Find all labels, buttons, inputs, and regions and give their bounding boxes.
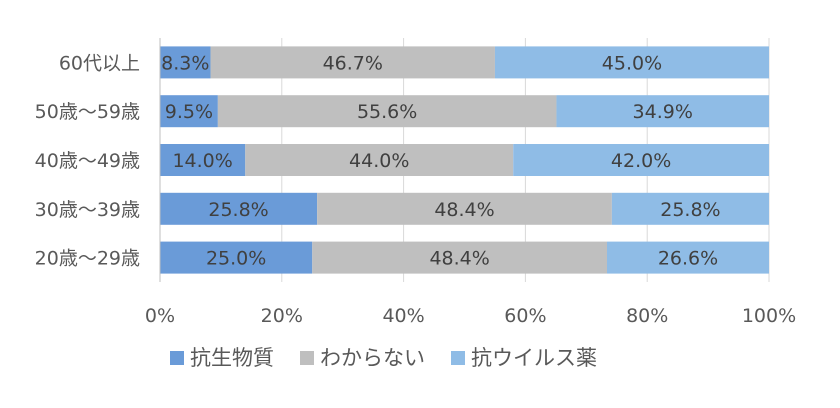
data-label: 25.0% (206, 248, 266, 270)
data-label: 14.0% (172, 150, 232, 172)
data-label: 26.6% (658, 248, 718, 270)
bar-segment (160, 241, 313, 274)
data-label: 42.0% (611, 150, 671, 172)
x-tick-label: 20% (261, 305, 303, 327)
x-tick-label: 80% (626, 305, 668, 327)
legend-item[interactable]: 抗生物質 (170, 346, 274, 370)
data-label: 45.0% (602, 52, 662, 74)
legend-swatch (170, 351, 184, 365)
bar-row: 14.0% 44.0% 42.0% (160, 144, 769, 176)
category-labels: 60代以上 50歳〜59歳 40歳〜49歳 30歳〜39歳 20歳〜29歳 (35, 52, 140, 269)
category-label: 60代以上 (59, 52, 140, 74)
data-label: 48.4% (434, 199, 494, 221)
x-tick-label: 60% (504, 305, 546, 327)
bars: 8.3% 46.7% 45.0% 9.5% 55.6% 34.9% 14.0% 44.0% 42… (160, 46, 769, 274)
bar-segment (245, 144, 514, 176)
data-label: 34.9% (633, 101, 693, 123)
legend[interactable]: 抗生物質 わからない 抗ウイルス薬 (170, 346, 597, 370)
data-label: 25.8% (660, 199, 720, 221)
bar-segment (160, 95, 218, 128)
bar-segment (217, 95, 557, 128)
legend-swatch (300, 351, 314, 365)
bar-row: 9.5% 55.6% 34.9% (160, 95, 769, 128)
category-label: 30歳〜39歳 (35, 199, 140, 221)
data-label: 9.5% (165, 101, 213, 123)
x-tick-labels: 0% 20% 40% 60% 80% 100% (145, 305, 796, 327)
legend-label: 抗生物質 (190, 346, 274, 370)
bar-segment (160, 144, 246, 176)
data-label: 46.7% (323, 52, 383, 74)
bar-segment (210, 46, 495, 79)
category-label: 20歳〜29歳 (35, 248, 140, 270)
x-tick-label: 0% (145, 305, 175, 327)
bar-row: 8.3% 46.7% 45.0% (160, 46, 769, 79)
data-label: 8.3% (161, 52, 209, 74)
bar-segment (513, 144, 769, 176)
bar-segment (556, 95, 769, 128)
category-label: 50歳〜59歳 (35, 101, 140, 123)
bar-segment (160, 46, 211, 79)
data-label: 25.8% (208, 199, 268, 221)
bar-row: 25.8% 48.4% 25.8% (160, 192, 769, 225)
bar-row: 25.0% 48.4% 26.6% (160, 241, 769, 274)
category-label: 40歳〜49歳 (35, 150, 140, 172)
legend-swatch (451, 351, 465, 365)
data-label: 44.0% (349, 150, 409, 172)
x-tick-label: 40% (382, 305, 424, 327)
legend-label: 抗ウイルス薬 (471, 346, 597, 370)
bar-segment (317, 192, 612, 225)
x-tick-label: 100% (742, 305, 796, 327)
legend-item[interactable]: わからない (300, 346, 425, 370)
bar-segment (611, 192, 769, 225)
legend-label: わからない (320, 346, 425, 370)
legend-item[interactable]: 抗ウイルス薬 (451, 346, 597, 370)
data-label: 48.4% (429, 248, 489, 270)
bar-segment (607, 241, 769, 274)
bar-segment (494, 46, 769, 79)
data-label: 55.6% (357, 101, 417, 123)
bar-segment (312, 241, 608, 274)
bar-segment (160, 192, 318, 225)
